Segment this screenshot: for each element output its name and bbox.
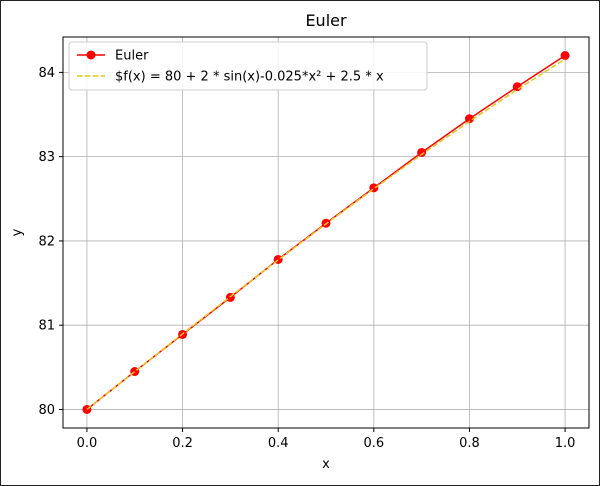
y-tick-label: 80 bbox=[38, 403, 55, 418]
data-point bbox=[464, 114, 474, 124]
y-tick-label: 82 bbox=[38, 234, 55, 249]
x-tick-label: 0.0 bbox=[77, 436, 98, 451]
x-axis-label: x bbox=[322, 457, 330, 472]
legend-box bbox=[68, 41, 428, 91]
y-tick-label: 81 bbox=[38, 319, 55, 334]
data-point bbox=[417, 147, 427, 157]
chart-title: Euler bbox=[305, 11, 347, 30]
y-tick-label: 83 bbox=[38, 150, 55, 165]
y-axis-label: y bbox=[10, 228, 25, 236]
series-line-1 bbox=[86, 58, 566, 411]
grid bbox=[63, 37, 589, 428]
x-tick-label: 1.0 bbox=[555, 436, 576, 451]
y-tick-label: 84 bbox=[38, 66, 55, 81]
legend-marker-euler bbox=[86, 50, 96, 60]
axis-ticks: 0.0 0.2 0.4 0.6 0.8 1.0 80 81 82 83 84 bbox=[38, 66, 575, 451]
x-tick-label: 0.8 bbox=[459, 436, 480, 451]
legend: Euler $f(x) = 80 + 2 * sin(x)-0.025*x² +… bbox=[68, 41, 428, 91]
x-tick-label: 0.2 bbox=[172, 436, 193, 451]
series-group bbox=[82, 51, 570, 414]
x-tick-label: 0.4 bbox=[268, 436, 289, 451]
series-line-0 bbox=[86, 54, 566, 411]
legend-label-analytic: $f(x) = 80 + 2 * sin(x)-0.025*x² + 2.5 *… bbox=[115, 70, 384, 85]
legend-label-euler: Euler bbox=[115, 49, 149, 64]
plot-area-frame bbox=[62, 36, 590, 429]
data-point bbox=[560, 51, 570, 61]
x-tick-label: 0.6 bbox=[363, 436, 384, 451]
